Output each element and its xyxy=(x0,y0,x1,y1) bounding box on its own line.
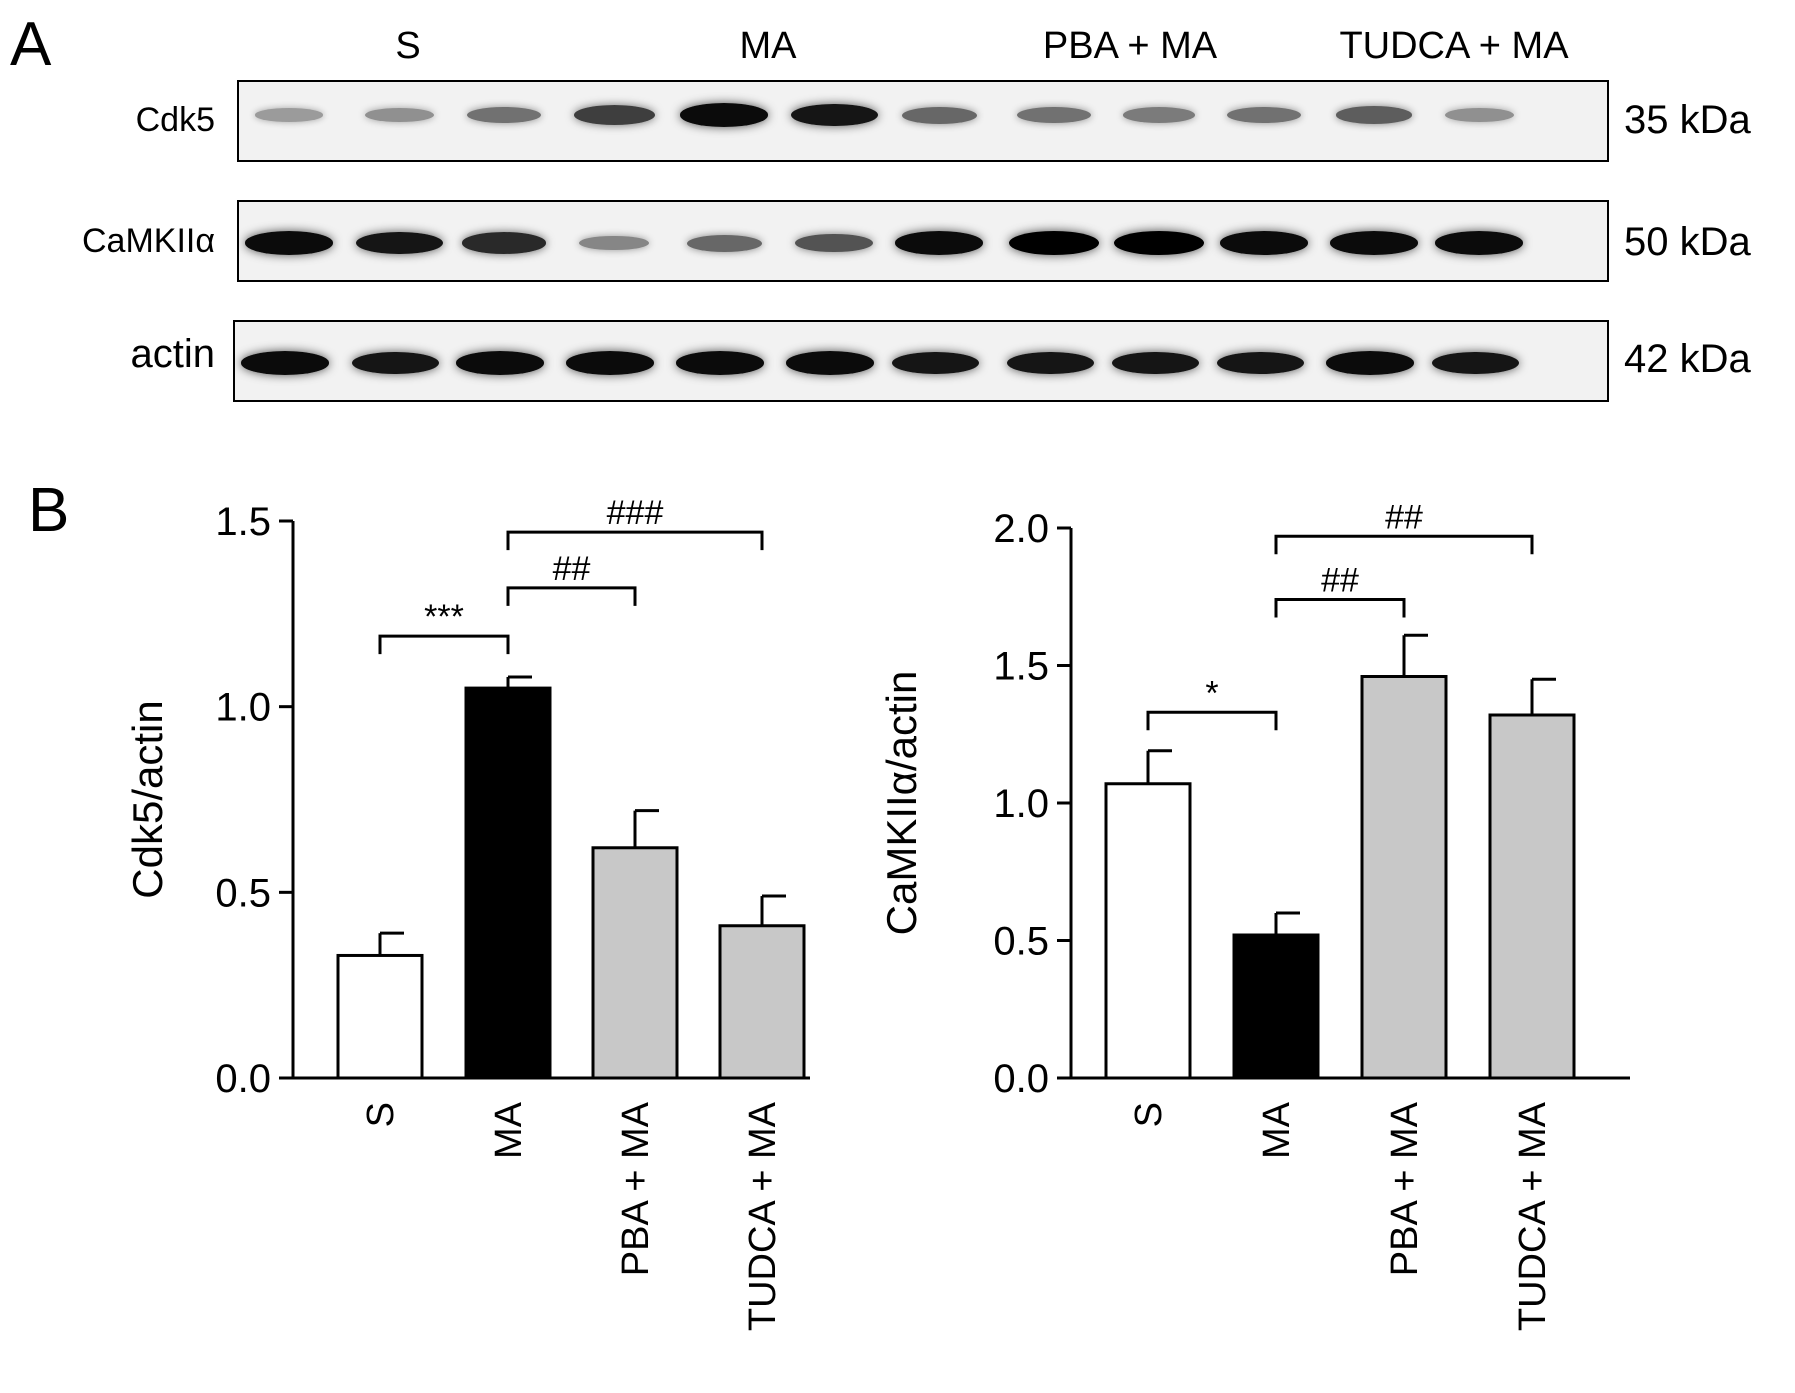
bar xyxy=(718,924,806,1080)
blot-group-label-s: S xyxy=(395,25,421,67)
blot-band xyxy=(790,103,878,127)
y-tick-label: 0.5 xyxy=(215,871,271,915)
blot-band xyxy=(894,231,984,255)
significance-bracket xyxy=(506,586,637,606)
blot-band xyxy=(240,351,330,375)
blot-band xyxy=(686,234,762,252)
camkii-bar-chart: 0.0 0.5 1.0 1.5 2.0 CaMKIIα/actin S MA PBA + MA T… xyxy=(880,498,1630,1331)
blot-band xyxy=(467,106,541,124)
blot-band xyxy=(244,231,334,255)
x-tick-label: S xyxy=(1128,1102,1170,1127)
significance-label: ## xyxy=(1385,498,1423,536)
bar xyxy=(336,953,424,1080)
blot-band xyxy=(675,351,765,375)
blot-band xyxy=(1009,231,1099,255)
blot-band xyxy=(1325,351,1415,375)
significance-label: * xyxy=(1205,674,1218,712)
blot-band xyxy=(1123,107,1195,123)
significance-label: ## xyxy=(553,550,591,588)
blot-row-label-camkii: CaMKIIα xyxy=(81,222,215,260)
bar xyxy=(1104,782,1192,1080)
blot-band xyxy=(255,108,323,122)
blot-band xyxy=(364,107,434,123)
significance-bracket xyxy=(378,634,510,655)
x-tick-label: TUDCA + MA xyxy=(1512,1101,1554,1331)
y-tick-label: 1.5 xyxy=(993,645,1049,689)
y-tick-label: 1.5 xyxy=(215,500,271,544)
blot-band xyxy=(901,106,977,124)
significance-bracket xyxy=(506,530,764,551)
bar xyxy=(591,846,679,1080)
significance-bracket xyxy=(1274,598,1406,618)
x-tick-label: MA xyxy=(1256,1101,1298,1159)
blot-band xyxy=(1329,231,1419,255)
bar xyxy=(1488,713,1576,1080)
blot-row-label-actin: actin xyxy=(130,332,216,376)
significance-label: ### xyxy=(607,494,664,532)
significance-label: ## xyxy=(1321,562,1359,600)
bar xyxy=(464,686,552,1080)
y-axis-label: CaMKIIα/actin xyxy=(880,671,925,936)
blot-band xyxy=(1114,231,1204,255)
blot-band xyxy=(1431,351,1519,375)
blot-strip-cdk5 xyxy=(237,80,1609,162)
blot-band xyxy=(1017,106,1091,124)
blot-band xyxy=(1335,106,1413,124)
blot-band xyxy=(351,351,439,375)
blot-band xyxy=(1219,231,1309,255)
blot-row-label-cdk5: Cdk5 xyxy=(135,101,215,139)
cdk5-bar-chart: 0.0 0.5 1.0 1.5 Cdk5/actin S MA PBA + MA TUDCA +… xyxy=(124,494,810,1331)
blot-band xyxy=(565,351,655,375)
bar xyxy=(1360,675,1448,1080)
x-tick-label: TUDCA + MA xyxy=(742,1101,784,1331)
blot-strip-camkii xyxy=(237,200,1609,282)
y-tick-label: 0.0 xyxy=(993,1057,1049,1101)
y-tick-label: 1.0 xyxy=(993,782,1049,826)
panel-a-letter: A xyxy=(10,10,52,79)
blot-band xyxy=(455,351,545,375)
blot-band xyxy=(795,233,873,253)
y-tick-label: 2.0 xyxy=(993,507,1049,551)
blot-band xyxy=(1111,351,1199,375)
blot-band xyxy=(785,351,875,375)
blot-band xyxy=(462,232,546,254)
significance-bracket xyxy=(1146,710,1278,731)
blot-band xyxy=(679,103,769,127)
kda-label-camkii: 50 kDa xyxy=(1624,220,1751,264)
blot-band xyxy=(891,351,979,375)
blot-band xyxy=(1434,231,1524,255)
x-tick-label: S xyxy=(360,1102,402,1127)
y-tick-label: 0.5 xyxy=(993,920,1049,964)
blot-group-label-pba-ma: PBA + MA xyxy=(1042,25,1218,67)
y-tick-label: 1.0 xyxy=(215,686,271,730)
blot-strip-actin xyxy=(233,320,1609,402)
blot-band xyxy=(355,231,443,255)
kda-label-actin: 42 kDa xyxy=(1624,337,1751,381)
blot-band xyxy=(573,105,655,125)
significance-label: *** xyxy=(424,598,464,636)
y-tick-label: 0.0 xyxy=(215,1057,271,1101)
blot-band xyxy=(578,235,650,251)
blot-group-label-tudca-ma: TUDCA + MA xyxy=(1339,25,1569,67)
x-tick-label: MA xyxy=(488,1101,530,1159)
y-axis-label: Cdk5/actin xyxy=(124,700,171,898)
blot-band xyxy=(1444,107,1514,123)
blot-band xyxy=(1006,351,1094,375)
blot-band xyxy=(1227,106,1301,124)
kda-label-cdk5: 35 kDa xyxy=(1624,98,1751,142)
x-tick-label: PBA + MA xyxy=(615,1101,657,1276)
blot-band xyxy=(1216,351,1304,375)
panel-b-letter: B xyxy=(28,476,70,545)
bar xyxy=(1232,933,1320,1080)
blot-group-label-ma: MA xyxy=(739,25,797,67)
x-tick-label: PBA + MA xyxy=(1384,1101,1426,1276)
significance-bracket xyxy=(1274,534,1534,555)
